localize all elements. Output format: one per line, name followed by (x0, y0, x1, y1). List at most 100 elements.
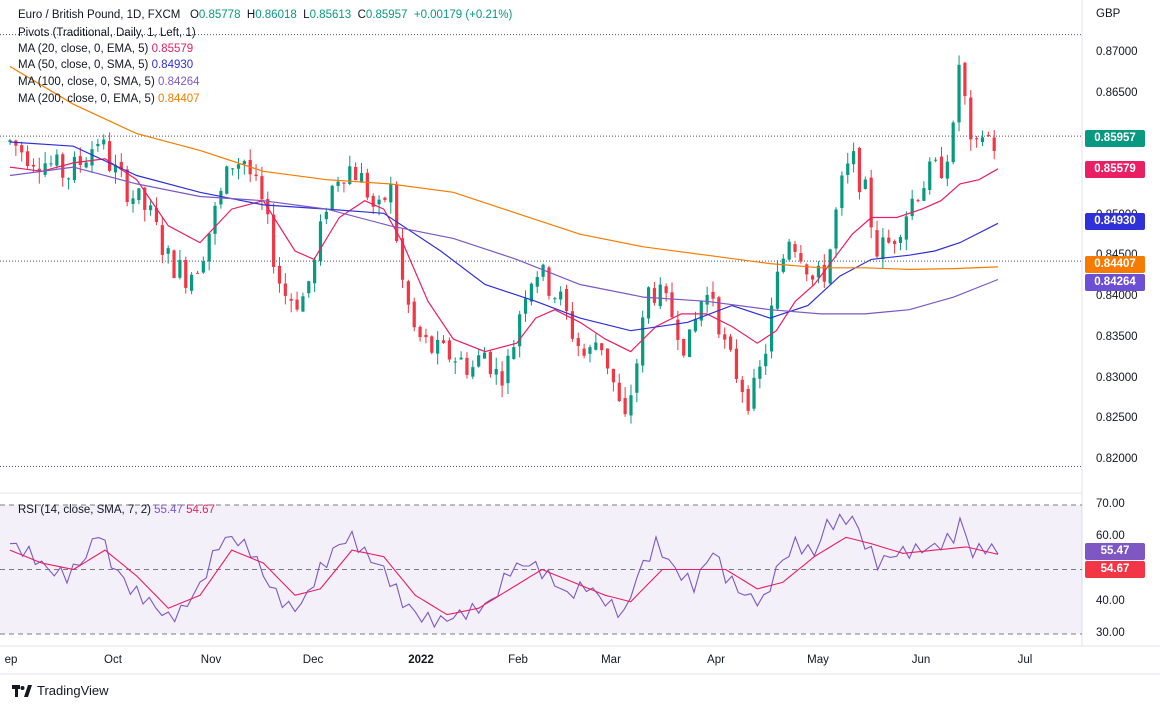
pivots-legend[interactable]: Pivots (Traditional, Daily, 1, Left, 1) (18, 26, 196, 41)
candle-body (225, 166, 229, 194)
sma50-legend[interactable]: MA (50, close, 0, SMA, 5) 0.84930 (18, 58, 193, 73)
ema200-legend[interactable]: MA (200, close, 0, EMA, 5) 0.84407 (18, 92, 200, 107)
candle-body (881, 237, 885, 260)
candle-body (436, 339, 440, 354)
candle-body (910, 198, 914, 217)
rsi-legend[interactable]: RSI (14, close, SMA, 7, 2) 55.47 54.67 (18, 503, 215, 518)
rsi-label: RSI (14, close, SMA, 7, 2) (18, 504, 151, 516)
candle-body (207, 233, 211, 262)
candle-body (342, 182, 346, 184)
candle-body (963, 62, 967, 97)
currency-label: GBP (1096, 8, 1121, 20)
candle-body (84, 162, 88, 168)
candle-body (852, 151, 856, 165)
candle-body (512, 347, 516, 360)
candle-body (184, 259, 188, 288)
candle-body (160, 225, 164, 255)
x-tick: Apr (707, 654, 725, 666)
candle-body (693, 318, 698, 332)
candle-body (395, 185, 399, 242)
candle-body (359, 173, 364, 183)
candle-body (641, 317, 645, 366)
y-tick: 0.84000 (1096, 290, 1138, 302)
change-value: +0.00179 (+0.21%) (413, 9, 513, 21)
candle-body (113, 164, 118, 173)
candle-body (289, 298, 293, 301)
x-tick: 2022 (408, 654, 434, 666)
candle-body (20, 145, 24, 153)
candle-body (775, 271, 780, 309)
candle-body (406, 281, 410, 305)
candle-body (49, 163, 53, 165)
candle-body (201, 261, 205, 273)
ema20-legend[interactable]: MA (20, close, 0, EMA, 5) 0.85579 (18, 42, 193, 57)
candle-body (746, 388, 750, 411)
candle-body (764, 353, 768, 367)
candle-body (8, 140, 12, 143)
sma100-value: 0.84264 (157, 76, 200, 88)
candle-body (365, 172, 369, 198)
candle-body (131, 198, 135, 204)
candle-body (582, 348, 586, 356)
candle-body (330, 185, 334, 210)
candle-body (195, 272, 200, 274)
high-label: H (246, 9, 256, 21)
candle-body (600, 343, 604, 351)
candle-body (887, 237, 891, 243)
x-tick: Nov (200, 654, 222, 666)
candle-body (553, 298, 557, 300)
candle-body (717, 297, 721, 335)
candle-body (301, 296, 305, 312)
candle-body (928, 161, 932, 190)
candle-body (658, 284, 662, 307)
candle-body (863, 179, 867, 189)
sma100-badge: 0.84264 (1085, 274, 1145, 291)
candle-body (371, 195, 375, 207)
symbol-title: Euro / British Pound, 1D, FXCM (18, 9, 181, 21)
y-tick: 0.82000 (1096, 453, 1138, 465)
sma100-label: MA (100, close, 0, SMA, 5) (18, 76, 155, 88)
sma100-legend[interactable]: MA (100, close, 0, SMA, 5) 0.84264 (18, 75, 200, 90)
candle-body (178, 259, 182, 278)
tradingview-brand[interactable]: TradingView (12, 683, 109, 698)
rsi-value: 55.47 (154, 504, 183, 516)
close-value: 0.85957 (365, 9, 408, 21)
candle-body (605, 348, 610, 369)
candle-body (535, 277, 539, 287)
rsi-sma-value: 54.67 (186, 504, 215, 516)
candle-body (307, 281, 311, 294)
ema20-badge: 0.85579 (1085, 161, 1145, 178)
candle-body (699, 301, 703, 321)
candle-body (711, 291, 715, 299)
candle-body (125, 169, 129, 203)
candle-body (78, 156, 82, 165)
x-tick: May (807, 654, 829, 666)
candle-body (570, 311, 574, 339)
candle-body (834, 209, 838, 249)
candle-body (324, 211, 328, 220)
candle-body (471, 367, 475, 377)
candle-body (66, 178, 71, 180)
brand-name: TradingView (37, 683, 109, 698)
candle-body (96, 143, 100, 147)
y-tick: 0.82500 (1096, 412, 1138, 424)
candle-body (166, 248, 170, 254)
candle-body (102, 139, 106, 145)
candle-body (904, 216, 908, 240)
candle-body (494, 368, 498, 375)
candle-body (840, 175, 844, 209)
sma50-value: 0.84930 (151, 59, 194, 71)
x-tick: ep (4, 654, 18, 666)
candle-body (236, 164, 241, 169)
ema20-value: 0.85579 (151, 43, 194, 55)
candle-body (875, 230, 879, 257)
candle-body (728, 336, 733, 350)
candle-body (986, 134, 990, 136)
rsi-badge: 55.47 (1085, 543, 1145, 560)
candle-body (541, 264, 545, 277)
candle-body (576, 338, 580, 346)
last-price-badge: 0.85957 (1085, 130, 1145, 147)
candle-body (242, 161, 246, 165)
